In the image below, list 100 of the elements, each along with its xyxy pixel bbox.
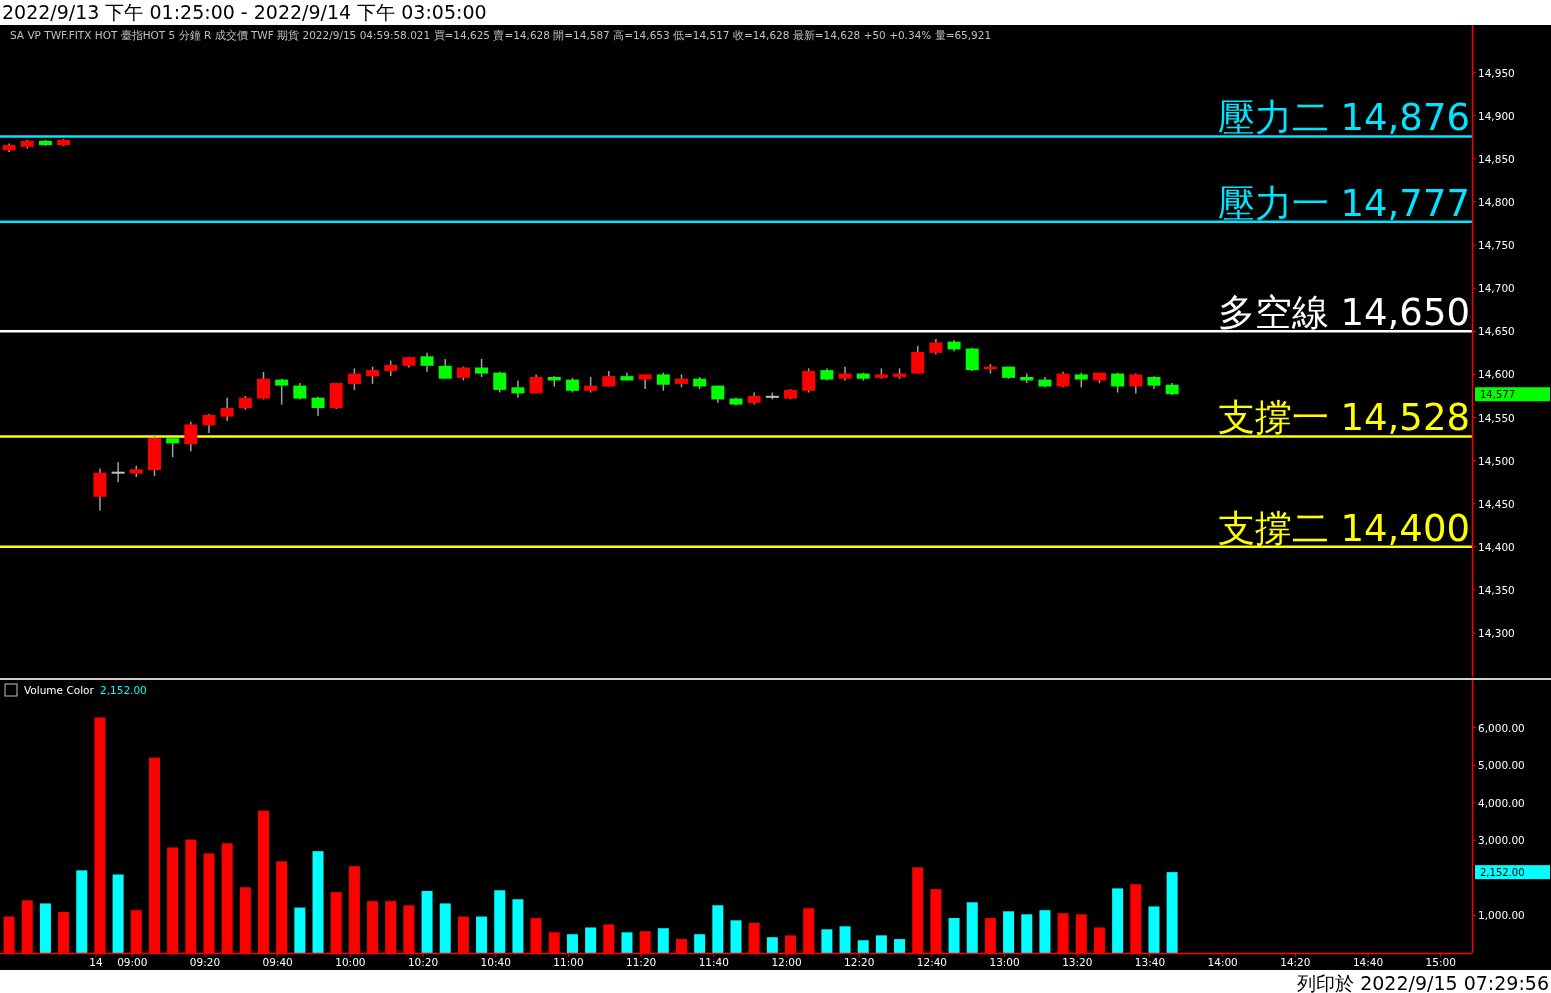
ref-line-label: 支撐二 14,400 [1217,506,1470,550]
candlestick [802,367,816,394]
bar [857,940,869,953]
bar [112,874,124,953]
bar [621,932,633,953]
candlestick [965,346,979,372]
candlestick [184,421,198,452]
bar [948,918,960,953]
bar [657,928,669,953]
bar [839,926,851,953]
ref-line-label: 多空線 14,650 [1217,291,1470,335]
candlestick [656,371,670,392]
candlestick [202,413,216,434]
bar [1003,911,1015,953]
y-tick-label: 14,450 [1478,497,1515,510]
chart-subtitle: 2,152.00 [100,684,147,696]
candlestick [911,345,925,375]
x-tick-label: 13:00 [989,956,1020,968]
bar [1112,888,1124,953]
candlestick [347,367,361,391]
y-tick-label: 14,950 [1478,66,1515,79]
bar [476,916,488,953]
y-tick-label: 14,750 [1478,239,1515,252]
bar [566,934,578,953]
bar [312,851,324,953]
candlestick [110,461,126,483]
y-tick-label: 6,000.00 [1478,721,1525,734]
x-tick-label: 10:00 [335,956,366,968]
x-tick-label: 14 [89,956,103,968]
y-tick-label: 14,800 [1478,196,1515,208]
candlestick [438,358,452,380]
x-tick-label: 11:00 [553,956,584,968]
bar [894,939,906,953]
ref-line-label: 壓力一 14,777 [1217,181,1470,225]
y-tick-label: 3,000.00 [1478,834,1525,847]
chart-subtitle: SA VP TWF.FITX HOT 臺指HOT 5 分鐘 R 成交價 TWF 期貨 2022/9/15 04:59:58.021 買=14,625 賣=14,628 開=14,587 高=14,653 低=14,517 收=14,628 最新=14,628 +50 +0.34% 量=65,921 [10,29,992,41]
candlestick [275,377,289,406]
bar [439,903,451,953]
bar [39,903,51,953]
candlestick [220,396,234,422]
bar [1039,910,1051,953]
y-tick-label: 1,000.00 [1478,909,1525,922]
chart-title: 2022/9/13 下午 01:25:00 - 2022/9/14 下午 03:05:00 [2,1,487,23]
x-tick-label: 12:40 [916,956,948,968]
text: 列印於 2022/9/15 07:29:56 [1297,972,1549,993]
bar [766,937,778,953]
x-tick-label: 11:40 [698,956,729,968]
y-tick-label: 14,900 [1478,109,1515,122]
x-tick-label: 09:40 [262,956,293,968]
candlestick [166,437,180,458]
candlestick [420,352,434,373]
bar [76,870,88,953]
y-tick-label: 14,350 [1478,583,1515,596]
bar [1148,906,1160,953]
x-tick-label: 12:00 [771,956,802,968]
x-tick-label: 13:20 [1062,956,1093,968]
bar [712,905,724,953]
x-tick-label: 09:20 [189,956,221,968]
bar [421,891,433,953]
bar [585,927,597,953]
bar [966,902,978,953]
bar [1166,872,1178,953]
y-tick-label: 5,000.00 [1478,759,1525,772]
x-tick-label: 12:20 [844,956,875,968]
ref-line-label: 壓力二 14,876 [1217,96,1470,140]
x-tick-label: 14:40 [1352,956,1384,968]
text: 14,577 [1480,389,1515,401]
bar [875,935,887,953]
x-tick-label: 14:00 [1207,956,1238,968]
bar [730,920,742,953]
candlestick [511,379,525,399]
ref-line-label: 支撐一 14,528 [1217,396,1470,440]
y-tick-label: 14,550 [1478,411,1515,424]
x-tick-label: 13:40 [1134,956,1166,968]
x-tick-label: 15:00 [1425,956,1456,968]
candlestick [257,371,271,401]
bar [694,934,706,953]
y-tick-label: 4,000.00 [1478,796,1525,809]
y-tick-label: 14,600 [1478,368,1515,381]
bar [1021,914,1033,953]
chart-title: Volume Color [24,684,95,696]
bar [494,890,506,953]
y-tick-label: 14,400 [1478,540,1515,553]
candlestick [311,396,325,417]
x-tick-label: 10:20 [407,956,439,968]
x-tick-label: 10:40 [480,956,511,968]
text: 2,152.00 [1480,867,1525,879]
bar [512,899,524,953]
y-tick-label: 14,650 [1478,325,1515,338]
candlestick [1111,371,1125,394]
bar [294,907,306,953]
y-tick-label: 14,700 [1478,282,1515,295]
candlestick [493,371,507,394]
x-tick-label: 14:20 [1280,956,1311,968]
y-tick-label: 14,850 [1478,152,1515,165]
x-tick-label: 09:00 [117,956,148,968]
bar [821,929,833,953]
y-tick-label: 14,500 [1478,454,1515,467]
candlestick [475,358,489,378]
x-tick-label: 11:20 [626,956,657,968]
